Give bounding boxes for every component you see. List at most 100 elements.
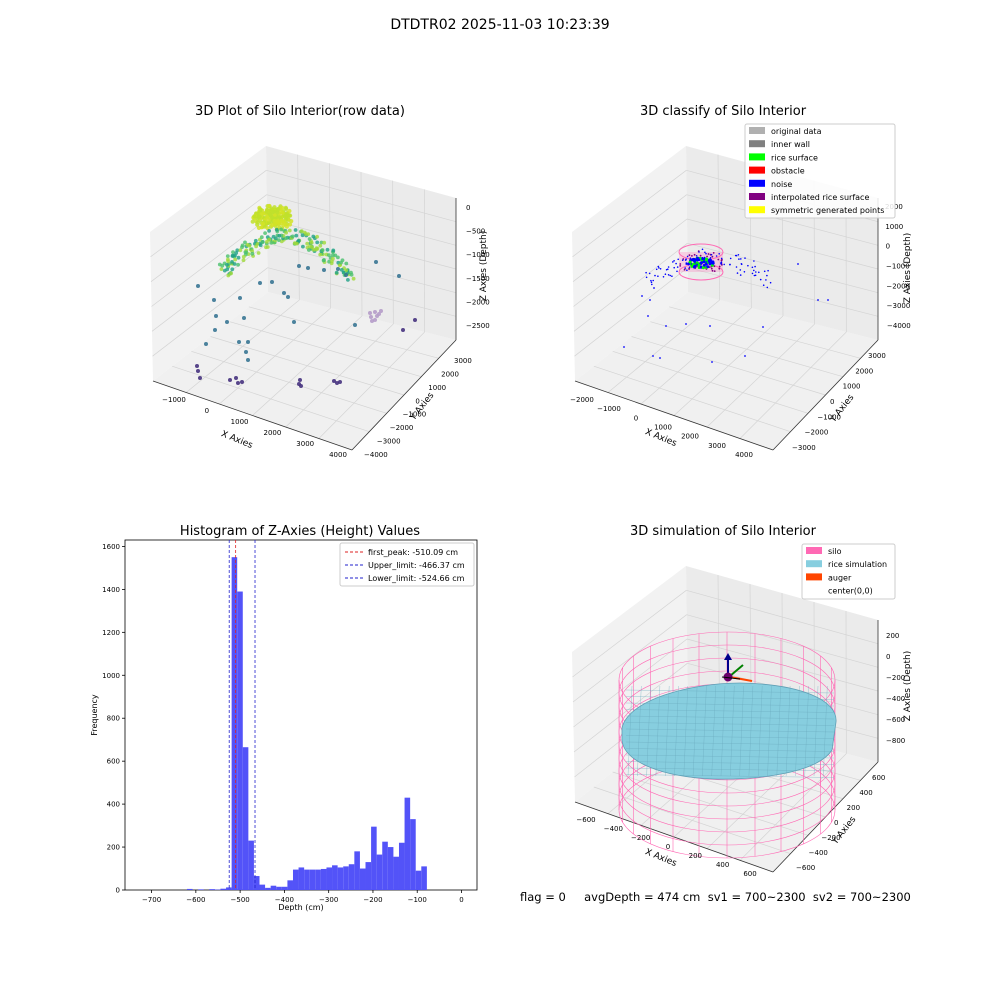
histogram-bar [265, 887, 271, 890]
data-point [754, 274, 757, 277]
data-point [738, 258, 740, 260]
x-tick-label: −200 [631, 834, 650, 842]
data-point [721, 258, 723, 261]
y-tick-label: 600 [107, 758, 120, 766]
histogram-bar [337, 867, 344, 890]
data-point [308, 244, 312, 249]
data-point [766, 274, 768, 277]
data-point [739, 269, 742, 271]
data-point [747, 264, 749, 267]
panel4-rice-surface [621, 682, 837, 780]
data-point [195, 364, 199, 368]
histogram-bar [320, 868, 327, 890]
data-point [718, 253, 720, 255]
data-point [196, 284, 200, 288]
data-point [711, 361, 713, 363]
data-point [397, 274, 401, 278]
z-tick-label: −2000 [886, 282, 910, 290]
data-point [374, 260, 378, 264]
data-point [373, 310, 377, 314]
data-point [244, 350, 248, 354]
data-point [665, 325, 667, 327]
data-point [650, 279, 652, 282]
data-point [225, 254, 230, 258]
data-point [720, 257, 723, 260]
panel2-x-ticks: −2000−1000 0 1000 2000 3000 4000 [570, 396, 753, 459]
rice-mesh-line [637, 685, 642, 777]
floor-pane [153, 292, 456, 450]
data-point [247, 243, 252, 248]
x-tick-label: −500 [231, 896, 250, 904]
histogram-bar [398, 842, 405, 890]
rice-mesh-line [625, 696, 835, 700]
data-point [297, 264, 301, 268]
data-point [688, 268, 690, 270]
data-point [287, 228, 292, 233]
data-point [305, 241, 310, 246]
data-point [318, 243, 323, 248]
data-point [729, 257, 732, 260]
histogram-bar [410, 819, 416, 890]
data-point [311, 234, 316, 239]
y-axis-line [351, 339, 457, 451]
data-point [306, 266, 310, 270]
legend-label: silo [828, 547, 842, 556]
gridline [572, 194, 687, 282]
data-point [236, 381, 240, 385]
x-tick-label: 4000 [329, 451, 347, 459]
data-point [219, 267, 224, 271]
auger-x-arrow [729, 676, 753, 682]
y-tick-label: 0 [830, 398, 834, 406]
gridlines [150, 154, 457, 439]
y-tick-label: −2000 [805, 429, 829, 437]
panel1-zlabel: Z Axies (Depth) [479, 231, 489, 302]
histogram-bar [287, 880, 293, 890]
panel3-histogram: −700 −600 −500 −400 −300 −200 −100 0 0 200 400 600… [90, 539, 478, 912]
histogram-bar [326, 867, 333, 890]
data-point [230, 267, 235, 272]
data-point [688, 254, 691, 257]
data-point [264, 209, 269, 214]
data-point [229, 271, 233, 276]
x-tick-label: 600 [743, 870, 756, 878]
data-point [225, 267, 230, 272]
z-tick-label: −1000 [466, 251, 490, 259]
rice-mesh-line [625, 761, 835, 765]
data-point [701, 261, 704, 264]
x-tick-label: 4000 [735, 451, 753, 459]
data-point [225, 320, 229, 324]
data-point [253, 238, 258, 243]
y-tick-label: 200 [847, 804, 860, 812]
histogram-bar [304, 869, 310, 890]
z-tick-label: 1000 [885, 223, 903, 231]
histogram-bar [359, 868, 366, 890]
panel3-vlines [228, 540, 256, 890]
data-point [701, 248, 704, 251]
data-point [641, 295, 643, 297]
data-point [307, 237, 312, 241]
rice-mesh-line [625, 735, 835, 739]
data-point [690, 263, 693, 265]
y-tick-label: 0 [834, 819, 838, 827]
x-tick-label: 0 [666, 843, 670, 851]
data-point [759, 278, 762, 281]
data-point [246, 358, 250, 362]
data-point [286, 295, 290, 299]
x-tick-label: −300 [319, 896, 338, 904]
y-tick-label: 3000 [454, 357, 472, 365]
data-point [671, 275, 673, 278]
rice-mesh-line [776, 685, 781, 777]
data-point [718, 267, 721, 270]
x-tick-label: 1000 [231, 418, 249, 426]
data-point [676, 266, 679, 268]
y-tick-label: −1000 [403, 411, 427, 419]
data-point [650, 281, 653, 284]
x-tick-label: −2000 [570, 396, 594, 404]
data-point [336, 267, 340, 271]
histogram-bar [404, 797, 411, 890]
data-point [240, 380, 244, 384]
data-point [681, 259, 684, 262]
data-point [659, 268, 662, 270]
data-point [623, 346, 625, 348]
data-point [333, 253, 338, 258]
